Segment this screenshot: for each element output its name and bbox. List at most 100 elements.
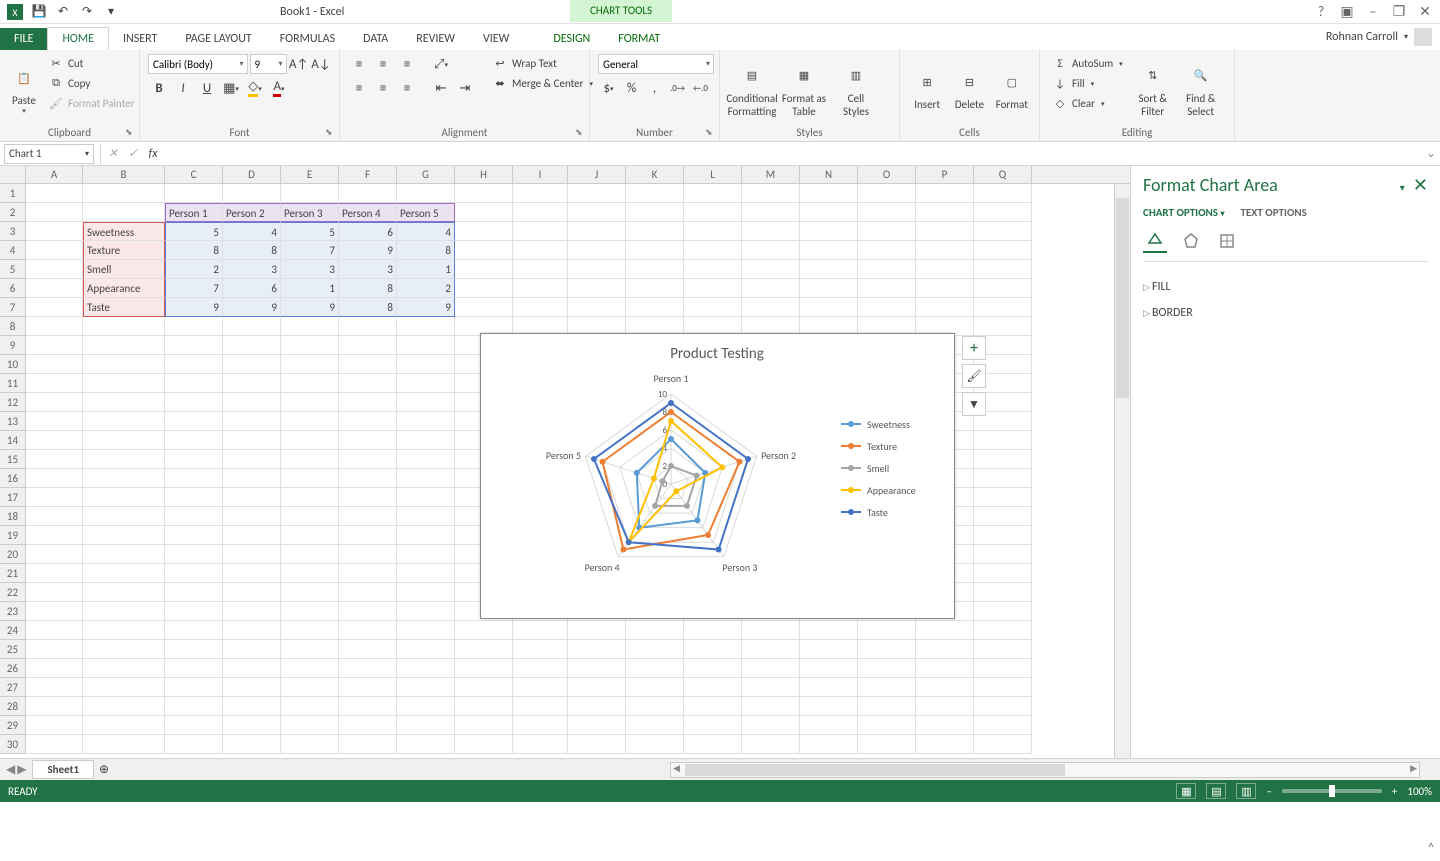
- cell[interactable]: [742, 735, 800, 754]
- cell[interactable]: [974, 317, 1032, 336]
- cell[interactable]: [397, 659, 455, 678]
- cell[interactable]: [397, 317, 455, 336]
- cell[interactable]: [281, 412, 339, 431]
- cell[interactable]: [281, 336, 339, 355]
- font-size-dropdown-icon[interactable]: ▾: [276, 59, 286, 69]
- row-header[interactable]: 25: [0, 640, 26, 659]
- cell[interactable]: Person 4: [339, 203, 397, 222]
- cell[interactable]: [165, 697, 223, 716]
- cell[interactable]: [916, 697, 974, 716]
- cell[interactable]: [397, 393, 455, 412]
- cell[interactable]: [858, 203, 916, 222]
- tab-home[interactable]: HOME: [47, 27, 109, 50]
- cell[interactable]: [626, 735, 684, 754]
- column-header[interactable]: L: [684, 166, 742, 183]
- column-header[interactable]: E: [281, 166, 339, 183]
- cell[interactable]: [339, 678, 397, 697]
- cell[interactable]: [568, 222, 626, 241]
- cell[interactable]: [626, 678, 684, 697]
- cell[interactable]: [223, 602, 281, 621]
- column-header[interactable]: J: [568, 166, 626, 183]
- cell[interactable]: 6: [339, 222, 397, 241]
- row-header[interactable]: 1: [0, 184, 26, 203]
- cell[interactable]: [858, 260, 916, 279]
- cell[interactable]: [800, 298, 858, 317]
- cell[interactable]: [513, 222, 568, 241]
- clear-button[interactable]: ◇Clear▾: [1048, 94, 1127, 112]
- cell[interactable]: [858, 222, 916, 241]
- cell[interactable]: [513, 184, 568, 203]
- cell[interactable]: [281, 450, 339, 469]
- cell[interactable]: [858, 241, 916, 260]
- cell[interactable]: [974, 469, 1032, 488]
- cell[interactable]: [568, 621, 626, 640]
- row-header[interactable]: 11: [0, 374, 26, 393]
- column-header[interactable]: H: [455, 166, 513, 183]
- copy-button[interactable]: ⧉Copy: [44, 74, 138, 92]
- autosum-button[interactable]: ΣAutoSum▾: [1048, 54, 1127, 72]
- cell[interactable]: [281, 735, 339, 754]
- cell[interactable]: [568, 640, 626, 659]
- cell[interactable]: [916, 298, 974, 317]
- vertical-scrollbar[interactable]: [1114, 184, 1130, 758]
- cell[interactable]: [223, 697, 281, 716]
- row-header[interactable]: 9: [0, 336, 26, 355]
- cell[interactable]: [397, 184, 455, 203]
- cell[interactable]: [684, 678, 742, 697]
- cell[interactable]: [568, 659, 626, 678]
- cell[interactable]: [223, 412, 281, 431]
- zoom-slider[interactable]: [1282, 789, 1382, 793]
- row-header[interactable]: 18: [0, 507, 26, 526]
- insert-cells-button[interactable]: ⊞Insert: [908, 54, 946, 124]
- cell[interactable]: [513, 621, 568, 640]
- cell[interactable]: [339, 735, 397, 754]
- cell[interactable]: 6: [223, 279, 281, 298]
- cell[interactable]: [165, 374, 223, 393]
- cell[interactable]: [916, 640, 974, 659]
- align-middle-icon[interactable]: ≡: [372, 54, 394, 74]
- tab-insert[interactable]: INSERT: [109, 28, 171, 50]
- cell[interactable]: [626, 697, 684, 716]
- cell[interactable]: [339, 184, 397, 203]
- cell[interactable]: 9: [281, 298, 339, 317]
- cell[interactable]: [26, 735, 83, 754]
- cell[interactable]: [83, 659, 165, 678]
- cell[interactable]: [339, 621, 397, 640]
- cell[interactable]: [513, 735, 568, 754]
- section-border[interactable]: BORDER: [1143, 300, 1428, 326]
- undo-icon[interactable]: ↶: [52, 1, 74, 23]
- cell[interactable]: [626, 298, 684, 317]
- cell[interactable]: [513, 241, 568, 260]
- cell[interactable]: [83, 336, 165, 355]
- cell[interactable]: 3: [281, 260, 339, 279]
- tab-formulas[interactable]: FORMULAS: [266, 28, 349, 50]
- format-as-table-button[interactable]: ▦Format as Table: [780, 54, 828, 124]
- column-header[interactable]: D: [223, 166, 281, 183]
- tab-review[interactable]: REVIEW: [402, 28, 469, 50]
- cell[interactable]: [974, 488, 1032, 507]
- cell[interactable]: [568, 203, 626, 222]
- cell[interactable]: [339, 602, 397, 621]
- cell[interactable]: Texture: [83, 241, 165, 260]
- cell[interactable]: [742, 184, 800, 203]
- cell[interactable]: [83, 621, 165, 640]
- cell[interactable]: [397, 621, 455, 640]
- cell[interactable]: [339, 564, 397, 583]
- cell[interactable]: [455, 184, 513, 203]
- column-header[interactable]: F: [339, 166, 397, 183]
- cell[interactable]: [916, 184, 974, 203]
- fx-icon[interactable]: fx: [143, 144, 163, 164]
- cell[interactable]: [858, 697, 916, 716]
- cell[interactable]: [397, 412, 455, 431]
- decrease-font-icon[interactable]: A↓: [311, 54, 331, 74]
- cell[interactable]: [684, 279, 742, 298]
- cell[interactable]: [281, 621, 339, 640]
- cell[interactable]: [223, 507, 281, 526]
- cell[interactable]: [26, 336, 83, 355]
- cell[interactable]: [26, 450, 83, 469]
- cell[interactable]: [26, 583, 83, 602]
- cell[interactable]: [339, 355, 397, 374]
- cell[interactable]: [513, 260, 568, 279]
- cell[interactable]: 8: [165, 241, 223, 260]
- cell[interactable]: [223, 640, 281, 659]
